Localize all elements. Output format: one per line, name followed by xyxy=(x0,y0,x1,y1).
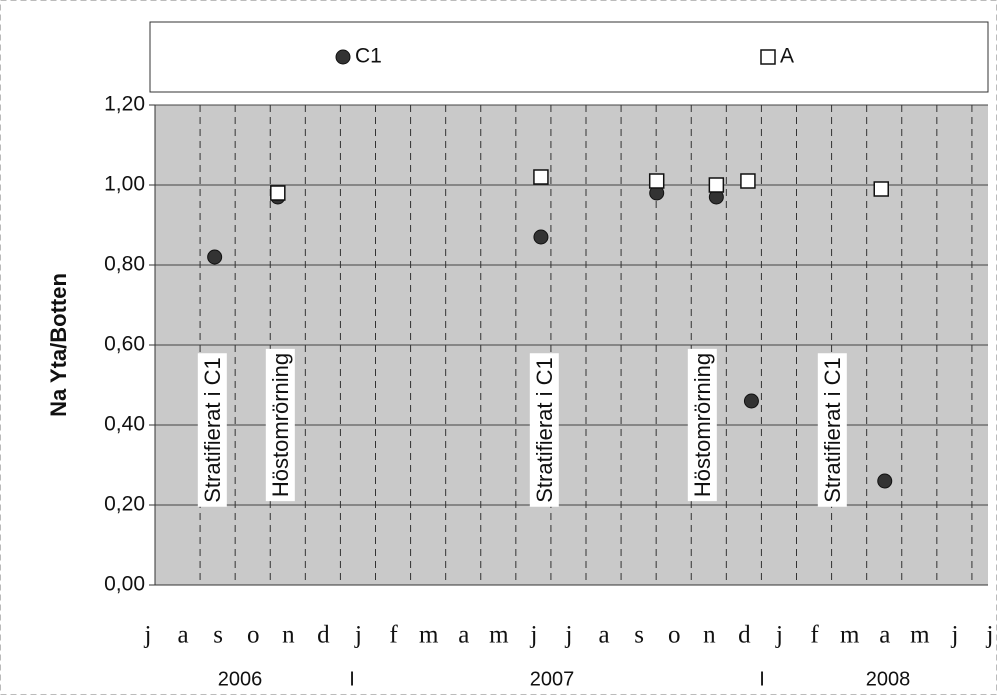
annotation-box xyxy=(265,348,295,502)
x-tick-label: j xyxy=(529,622,537,649)
x-tick-label: n xyxy=(282,622,295,649)
point xyxy=(708,177,725,193)
year-label: I xyxy=(349,668,355,690)
point xyxy=(648,173,665,189)
x-tick-label: o xyxy=(247,622,260,649)
x-tick-label: a xyxy=(879,622,890,649)
y-tick-label: 1,20 xyxy=(104,93,145,116)
x-tick-label: f xyxy=(389,622,398,649)
x-tick-label: m xyxy=(489,622,509,649)
legend-label: C1 xyxy=(355,45,382,68)
annotation-box xyxy=(529,353,559,507)
annotation-text: Höstomrörning xyxy=(268,353,293,497)
year-label: 2007 xyxy=(530,668,575,690)
y-tick-label: 0,00 xyxy=(104,573,145,596)
y-tick-label: 0,40 xyxy=(104,413,145,436)
year-label: 2008 xyxy=(866,668,911,690)
legend-label: A xyxy=(780,45,794,68)
point xyxy=(533,169,549,185)
x-tick-label: j xyxy=(144,622,152,649)
annotation: Höstomrörning xyxy=(687,348,717,502)
annotation: Höstomrörning xyxy=(265,348,295,502)
legend-marker xyxy=(335,49,351,65)
y-tick-label: 1,00 xyxy=(104,173,145,196)
x-tick-label: j xyxy=(775,622,783,649)
annotation-box xyxy=(817,353,847,507)
annotation-text: Höstomrörning xyxy=(690,353,715,497)
x-tick-label: j xyxy=(986,622,994,649)
x-tick-label: a xyxy=(458,622,469,649)
x-tick-label: d xyxy=(738,622,751,649)
x-tick-label: j xyxy=(950,622,958,649)
year-label: I xyxy=(759,668,765,690)
annotation-text: Stratifierat i C1 xyxy=(820,357,845,503)
point xyxy=(740,173,756,189)
x-tick-label: m xyxy=(910,622,930,649)
point xyxy=(207,249,223,265)
annotation-text: Stratifierat i C1 xyxy=(200,357,225,503)
x-tick-label: s xyxy=(634,622,644,649)
x-tick-label: a xyxy=(599,622,610,649)
point xyxy=(877,473,893,489)
x-tick-label: m xyxy=(840,622,860,649)
y-tick-label: 0,20 xyxy=(104,493,145,516)
point xyxy=(270,185,286,201)
x-tick-label: s xyxy=(213,622,223,649)
year-label: 2006 xyxy=(218,668,263,690)
annotation-box xyxy=(687,348,717,502)
x-tick-label: n xyxy=(703,622,716,649)
x-tick-label: o xyxy=(668,622,681,649)
annotation: Stratifierat i C1 xyxy=(529,353,559,507)
x-tick-label: a xyxy=(178,622,189,649)
legend-box xyxy=(149,21,989,93)
point xyxy=(873,181,889,197)
x-tick-label: j xyxy=(354,622,362,649)
x-tick-label: m xyxy=(419,622,439,649)
point xyxy=(533,229,549,245)
x-tick-label: j xyxy=(565,622,573,649)
annotation: Stratifierat i C1 xyxy=(197,353,227,507)
y-tick-label: 0,80 xyxy=(104,253,145,276)
annotation: Stratifierat i C1 xyxy=(817,353,847,507)
point xyxy=(743,393,759,409)
legend-marker xyxy=(760,49,776,65)
y-axis-label: Na Yta/Botten xyxy=(46,273,71,417)
x-tick-label: f xyxy=(810,622,819,649)
y-tick-label: 0,60 xyxy=(104,333,145,356)
annotation-box xyxy=(197,353,227,507)
x-tick-label: d xyxy=(317,622,330,649)
annotation-text: Stratifierat i C1 xyxy=(532,357,557,503)
